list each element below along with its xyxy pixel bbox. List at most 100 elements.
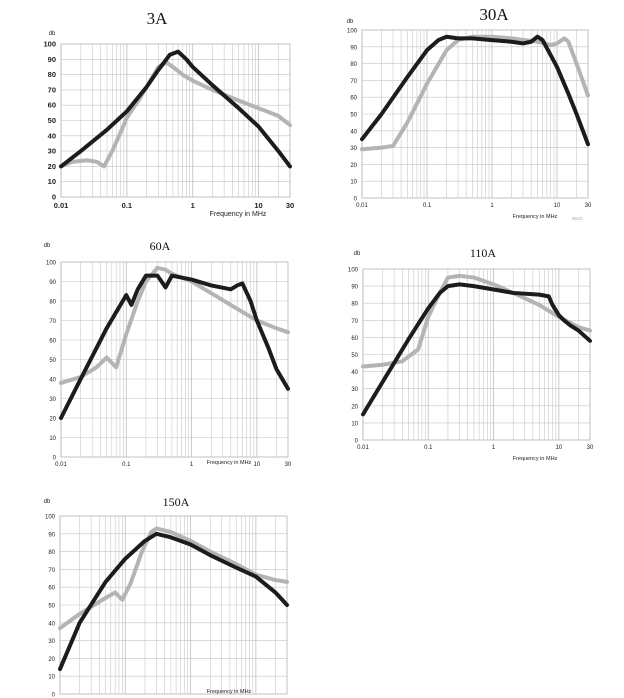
y-tick-label: 30 xyxy=(351,387,358,393)
y-tick-label: 30 xyxy=(48,639,55,645)
y-tick-label: 70 xyxy=(351,319,358,325)
y-tick-label: 60 xyxy=(48,101,56,110)
y-tick-label: 70 xyxy=(48,85,56,94)
chart-110a-svg: 110A db 0 10 20 30 40 50 60 70 80 90 100 0.01 0.1 1 10 30… xyxy=(348,246,594,462)
y-tick-label: 50 xyxy=(48,116,56,125)
y-tick-label: 100 xyxy=(45,515,56,521)
chart-30a-ylabel: db xyxy=(347,19,354,25)
y-tick-label: 60 xyxy=(350,96,357,102)
x-tick-label: 0.01 xyxy=(54,201,69,210)
y-tick-label: 0 xyxy=(52,693,56,698)
chart-60a-svg: 60A db 0 10 20 30 40 50 60 70 80 90 100 0.01 0.1 1 10 30 F… xyxy=(44,239,292,468)
y-tick-label: 70 xyxy=(49,319,56,325)
chart-150a-svg: 150Adb01020304050607080901000.010.111030… xyxy=(44,495,289,698)
chart-60a-series-light-line xyxy=(59,265,290,385)
y-tick-label: 30 xyxy=(48,147,56,156)
y-tick-label: 10 xyxy=(48,675,55,681)
chart-60a-series-dark-line xyxy=(59,273,290,420)
y-tick-label: 20 xyxy=(48,162,56,171)
y-tick-label: 40 xyxy=(48,621,55,627)
y-tick-label: 20 xyxy=(350,163,357,169)
x-tick-label: 0.01 xyxy=(55,462,67,468)
y-tick-label: 0 xyxy=(53,456,57,462)
x-tick-label: 30 xyxy=(285,462,292,468)
chart-30a-corner-note: 3BS3 xyxy=(571,216,583,221)
chart-panel-150a: 150Adb01020304050607080901000.010.111030… xyxy=(30,488,300,698)
y-tick-label: 80 xyxy=(49,300,56,306)
y-tick-label: 10 xyxy=(350,180,357,186)
y-tick-label: 0 xyxy=(355,439,359,445)
y-tick-label: 100 xyxy=(348,268,359,274)
x-tick-label: 1 xyxy=(492,445,496,451)
y-tick-label: 0 xyxy=(52,193,56,202)
x-tick-label: 10 xyxy=(254,462,261,468)
chart-3a-title: 3A xyxy=(147,9,169,28)
y-tick-label: 80 xyxy=(48,70,56,79)
chart-3a-series-dark-line xyxy=(59,49,292,169)
chart-60a-xlabel: Frequency in MHz xyxy=(207,460,252,466)
chart-30a-frame xyxy=(361,29,589,199)
x-tick-label: 10 xyxy=(556,445,563,451)
y-tick-label: 60 xyxy=(49,339,56,345)
y-tick-label: 90 xyxy=(48,55,56,64)
chart-110a-xlabel: Frequency in MHz xyxy=(513,456,558,462)
chart-3a-frame xyxy=(60,43,291,198)
y-tick-label: 70 xyxy=(350,79,357,85)
y-tick-label: 100 xyxy=(46,261,57,267)
x-tick-label: 1 xyxy=(490,203,494,209)
chart-150a-series-dark-line xyxy=(58,531,289,672)
chart-30a-series-dark-line xyxy=(360,34,590,147)
y-tick-label: 30 xyxy=(49,397,56,403)
y-tick-label: 30 xyxy=(350,146,357,152)
chart-60a-ylabel: db xyxy=(44,243,51,249)
y-tick-label: 20 xyxy=(49,417,56,423)
y-tick-label: 10 xyxy=(351,421,358,427)
y-tick-label: 90 xyxy=(48,532,55,538)
chart-30a-series-light-line xyxy=(360,34,590,152)
y-tick-label: 70 xyxy=(48,568,55,574)
y-tick-label: 50 xyxy=(350,113,357,119)
x-tick-label: 0.01 xyxy=(356,203,368,209)
chart-60a-frame xyxy=(60,261,289,458)
chart-3a-xlabel: Frequency in MHz xyxy=(210,211,267,218)
chart-110a-series-dark-line xyxy=(361,282,592,417)
y-tick-label: 80 xyxy=(48,550,55,556)
y-tick-label: 50 xyxy=(351,353,358,359)
x-tick-label: 30 xyxy=(286,201,294,210)
chart-60a-title: 60A xyxy=(150,239,171,253)
y-tick-label: 60 xyxy=(48,586,55,592)
chart-150a-series-light-line xyxy=(58,526,289,631)
chart-3a-svg: 3A db 0 10 20 30 40 50 60 70 80 90 100 0.01 0.1 1 10 30 Fr… xyxy=(43,9,294,218)
x-tick-label: 0.1 xyxy=(423,203,432,209)
y-tick-label: 50 xyxy=(49,358,56,364)
y-tick-label: 100 xyxy=(43,40,56,49)
chart-110a-frame xyxy=(362,268,591,441)
chart-150a-ylabel: db xyxy=(44,499,51,505)
chart-30a-title: 30A xyxy=(479,5,509,24)
y-tick-label: 40 xyxy=(49,378,56,384)
y-tick-label: 80 xyxy=(351,302,358,308)
chart-150a-title: 150A xyxy=(163,495,190,509)
y-tick-label: 20 xyxy=(351,404,358,410)
x-tick-label: 0.01 xyxy=(357,445,369,451)
y-tick-label: 40 xyxy=(351,370,358,376)
chart-panel-60a: 60A db 0 10 20 30 40 50 60 70 80 90 100 0.01 0.1 1 10 30 F… xyxy=(30,230,300,475)
y-tick-label: 90 xyxy=(350,45,357,51)
chart-60a-grid xyxy=(60,261,289,458)
chart-30a-xlabel: Frequency in MHz xyxy=(513,214,558,220)
y-tick-label: 10 xyxy=(48,177,56,186)
x-tick-label: 30 xyxy=(585,203,592,209)
y-tick-label: 0 xyxy=(354,197,358,203)
x-tick-label: 1 xyxy=(191,201,195,210)
y-tick-label: 40 xyxy=(350,129,357,135)
y-tick-label: 80 xyxy=(350,62,357,68)
chart-110a-title: 110A xyxy=(470,246,497,260)
y-tick-label: 50 xyxy=(48,604,55,610)
y-tick-label: 100 xyxy=(347,29,358,35)
chart-150a-xlabel: Frequency in MHz xyxy=(207,689,252,695)
y-tick-label: 40 xyxy=(48,131,56,140)
y-tick-label: 90 xyxy=(351,285,358,291)
x-tick-label: 1 xyxy=(190,462,194,468)
chart-110a-series-light-line xyxy=(361,273,592,369)
y-tick-label: 60 xyxy=(351,336,358,342)
